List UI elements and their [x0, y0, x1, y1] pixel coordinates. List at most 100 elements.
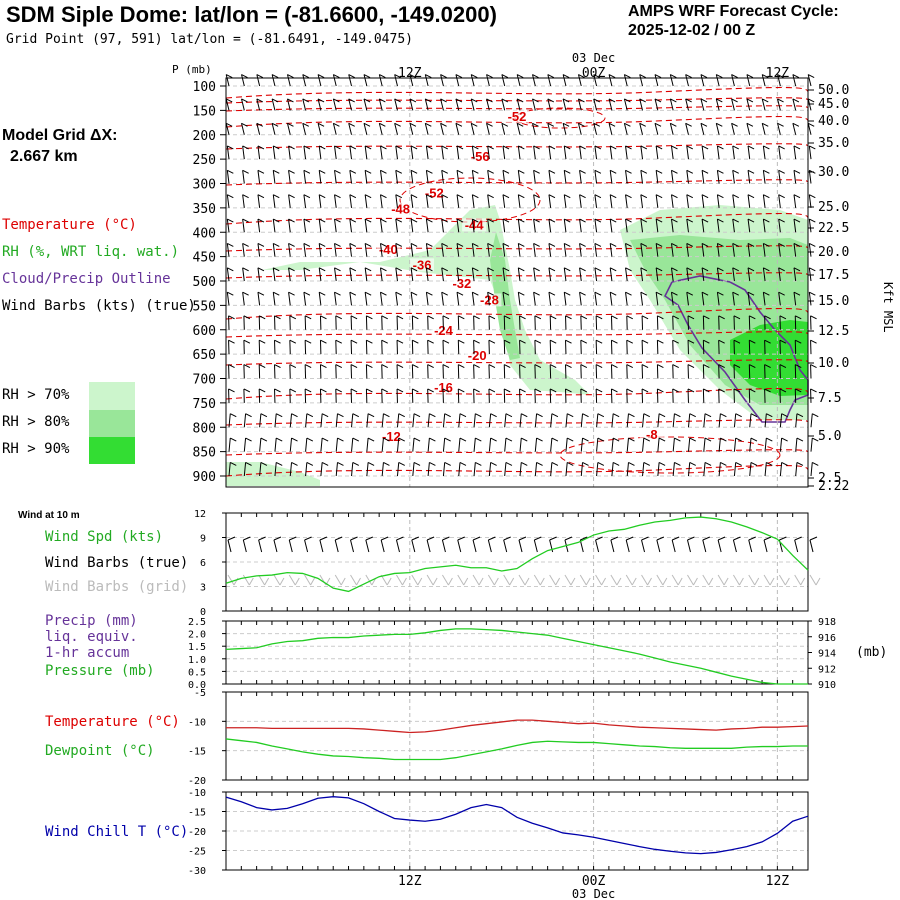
legend-dewpoint: Dewpoint (°C) [45, 743, 155, 759]
wind-barb-flag [764, 388, 771, 393]
wind-barb-staff [409, 74, 414, 87]
wind-barb [562, 98, 570, 111]
panel-y-tick-label: 3 [200, 583, 206, 594]
wind-barb [442, 315, 450, 330]
wind-barb [304, 339, 312, 355]
wind-barb-flag [472, 218, 479, 223]
wind-barb-flag [352, 437, 360, 442]
wind-barb [305, 413, 314, 428]
wind-barb [503, 339, 511, 355]
wind-barb-flag [532, 98, 539, 103]
wind-barb [733, 413, 742, 428]
wind-barb [642, 462, 651, 477]
temperature-label-bg [505, 110, 529, 124]
wind-barb-staff [808, 243, 812, 257]
wind-barb-flag [594, 243, 602, 247]
wind-barb [672, 388, 679, 403]
wind-barb [594, 218, 602, 233]
wind-barb-flag [685, 98, 692, 103]
wind-barb-true [610, 539, 615, 553]
temperature-label-bg [431, 324, 456, 338]
wind-barb-flag [643, 462, 651, 466]
wind-barb-flag [380, 169, 387, 174]
wind-barb [669, 122, 677, 135]
wind-barb-flag [640, 194, 648, 199]
wind-barb-flag [273, 194, 280, 199]
wind-barb [334, 145, 341, 160]
wind-barb-flag [379, 74, 386, 78]
wind-barb-staff [286, 74, 291, 87]
wind-barb-flag [763, 169, 770, 174]
wind-barb-flag [487, 267, 494, 272]
wind-barb-grid [478, 577, 484, 586]
temperature-label-bg [639, 428, 664, 441]
wind-barb [516, 122, 524, 135]
wind-barb-flag [455, 122, 463, 127]
wind-barb [289, 413, 298, 428]
wind-barb-flag [440, 74, 447, 78]
wind-barb-staff [716, 267, 720, 282]
wind-barb [364, 291, 372, 306]
wind-barb-flag [624, 122, 631, 127]
wind-barb-staff [670, 194, 674, 208]
wind-barb-staff [226, 145, 230, 160]
wind-barb-flag [364, 194, 372, 199]
wind-barb [594, 194, 602, 208]
wind-barb [226, 194, 234, 208]
wind-barb-staff [471, 292, 475, 306]
pressure-tick-label: 900 [193, 470, 216, 485]
wind-barb-flag [456, 169, 464, 174]
wind-barb-flag [778, 267, 785, 272]
wind-barb-flag [579, 169, 586, 174]
wind-barb [687, 315, 695, 330]
wind-barb [669, 98, 677, 111]
wind-barb [274, 315, 281, 330]
wind-barb [672, 462, 681, 477]
wind-barb-true [304, 536, 312, 541]
wind-barb-staff [686, 170, 689, 184]
wind-barb-staff [303, 145, 307, 160]
wind-barb-grid [264, 577, 270, 586]
wind-barb [410, 218, 418, 233]
wind-barb-staff [379, 243, 383, 257]
wind-barb-flag [490, 437, 497, 442]
wind-barb [410, 243, 418, 257]
wind-barb [502, 145, 510, 160]
wind-barb [470, 98, 478, 111]
wind-barb-true [350, 539, 355, 553]
wind-barb-flag [548, 145, 556, 150]
wind-barb-flag [689, 437, 696, 442]
wind-barb-flag [534, 364, 542, 369]
wind-barb-staff [228, 462, 231, 477]
wind-barb [517, 243, 525, 257]
wind-barb-flag [700, 98, 708, 103]
wind-barb [608, 74, 616, 87]
wind-barb-staff [364, 194, 368, 208]
wind-barb [427, 462, 436, 477]
wind-barb [488, 364, 496, 379]
wind-barb [286, 74, 294, 87]
wind-barb [288, 145, 295, 160]
wind-barb-flag [426, 267, 433, 272]
wind-barb-staff [548, 267, 552, 282]
wind-barb-staff [611, 438, 614, 452]
wind-barb-staff [701, 267, 705, 282]
wind-barb [579, 145, 586, 160]
surface-pressure-line [225, 628, 808, 685]
wind-barb-staff [685, 123, 689, 135]
wind-barb-flag [274, 364, 281, 369]
panel-y-tick-label: -10 [188, 717, 206, 728]
wind-barb-flag [335, 388, 343, 393]
wind-barb-staff [778, 194, 781, 208]
wind-barb [610, 339, 618, 355]
wind-barb-flag [580, 339, 588, 344]
wind-barb-flag [429, 413, 436, 418]
wind-barb-staff [286, 123, 291, 135]
wind-barb [274, 364, 281, 379]
wind-barb-staff [686, 267, 689, 282]
wind-barb-flag [548, 267, 556, 272]
pressure-tick-label: 400 [193, 226, 216, 241]
wind-barb-staff [349, 243, 353, 257]
wind-barb-true [702, 536, 710, 541]
wind-barb-flag [625, 267, 632, 272]
